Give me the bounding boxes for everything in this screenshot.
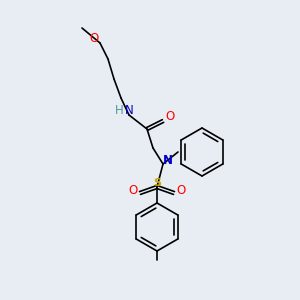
Text: O: O	[165, 110, 175, 124]
Text: O: O	[176, 184, 186, 196]
Text: H: H	[115, 104, 123, 118]
Text: O: O	[128, 184, 138, 196]
Text: S: S	[153, 178, 161, 188]
Text: N: N	[124, 104, 134, 118]
Text: N: N	[163, 154, 173, 166]
Text: O: O	[89, 32, 99, 44]
